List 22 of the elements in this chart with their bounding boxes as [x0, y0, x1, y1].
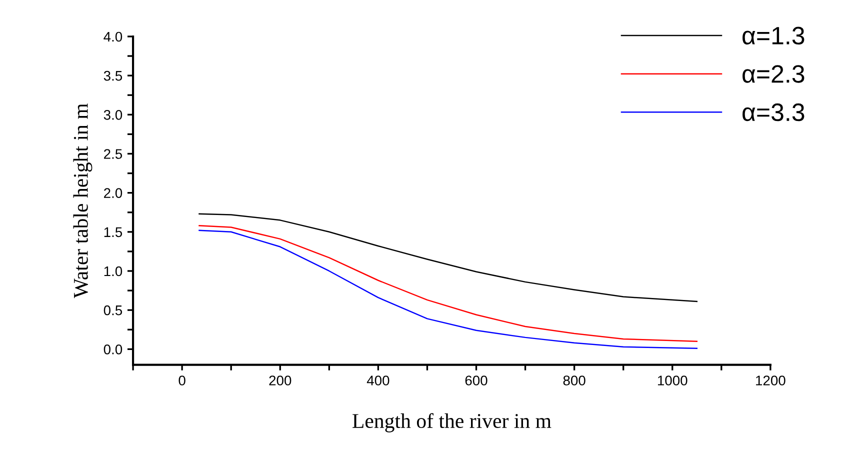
y-tick-label: 4.0 — [104, 32, 122, 42]
x-tick-label: 200 — [269, 376, 292, 386]
x-tick-label: 800 — [563, 376, 586, 386]
x-axis-title: Length of the river in m — [352, 413, 552, 432]
legend-label: α=1.3 — [742, 26, 804, 45]
x-tick-label: 0 — [178, 376, 186, 386]
y-tick-label: 3.0 — [104, 110, 122, 120]
text: 0.0 — [104, 344, 122, 354]
y-axis-title: Water table height in m — [73, 103, 92, 298]
line-series — [198, 213, 698, 302]
x-tick-label: 600 — [465, 376, 488, 386]
y-tick-label: 2.0 — [104, 188, 122, 198]
y-tick-label: 1.0 — [104, 266, 122, 276]
y-tick-label: 0.5 — [104, 305, 122, 316]
x-tick-label: 1200 — [756, 376, 786, 386]
y-tick-label: 2.5 — [104, 149, 122, 159]
y-tick-label: 1.5 — [104, 227, 122, 238]
x-tick-label: 400 — [366, 376, 390, 386]
legend-label: α=2.3 — [742, 65, 804, 83]
x-tick-label: 1000 — [658, 376, 688, 386]
legend-label: α=3.3 — [742, 103, 804, 122]
y-tick-label: 3.5 — [104, 70, 122, 81]
